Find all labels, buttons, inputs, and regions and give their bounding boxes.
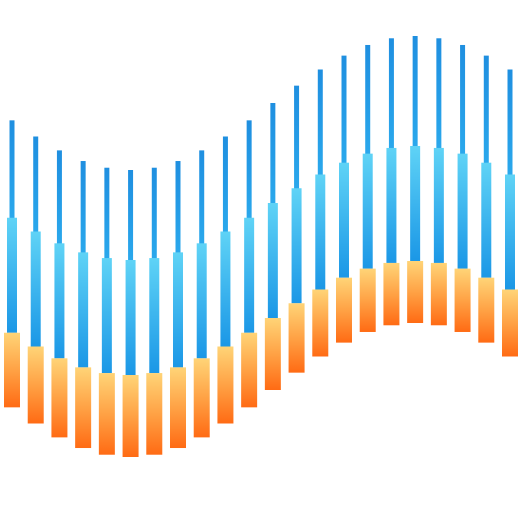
blue-segment	[54, 243, 65, 359]
thin-line	[507, 69, 513, 177]
thin-line	[199, 150, 205, 246]
blue-segment	[78, 252, 89, 368]
blue-segment	[220, 231, 231, 347]
thin-line	[175, 161, 181, 255]
orange-segment	[478, 277, 495, 343]
blue-segment	[315, 174, 326, 290]
blue-segment	[457, 153, 468, 269]
orange-segment	[359, 268, 376, 332]
thin-line	[151, 167, 157, 261]
blue-segment	[291, 188, 302, 304]
blue-segment	[196, 243, 207, 359]
blue-segment	[173, 252, 183, 368]
thin-line	[483, 55, 489, 165]
blue-segment	[386, 147, 397, 263]
orange-segment	[122, 375, 139, 457]
blue-segment	[30, 231, 41, 347]
orange-segment	[430, 262, 447, 326]
blue-segment	[267, 203, 278, 318]
thin-line	[365, 44, 371, 156]
orange-segment	[407, 261, 424, 323]
orange-segment	[217, 346, 234, 424]
thin-line	[33, 136, 39, 234]
blue-segment	[101, 258, 112, 374]
blue-segment	[244, 217, 255, 333]
thin-line	[388, 38, 394, 150]
thin-line	[412, 36, 418, 148]
thin-line	[104, 167, 110, 261]
bar-group	[4, 36, 518, 457]
thin-line	[341, 55, 347, 165]
blue-segment	[149, 258, 160, 374]
orange-segment	[27, 346, 44, 424]
orange-segment	[193, 358, 210, 438]
thin-line	[436, 38, 442, 150]
orange-segment	[241, 332, 258, 408]
blue-segment	[339, 162, 349, 278]
orange-segment	[336, 277, 352, 343]
thin-line	[128, 170, 134, 262]
thin-line	[222, 136, 228, 234]
thin-line	[294, 85, 300, 191]
orange-segment	[288, 303, 305, 373]
orange-segment	[502, 289, 518, 357]
orange-segment	[4, 332, 20, 408]
blue-segment	[362, 153, 373, 269]
thin-line	[270, 103, 276, 205]
orange-segment	[170, 367, 186, 449]
blue-segment	[125, 260, 136, 375]
thin-line	[56, 150, 62, 246]
orange-segment	[454, 268, 471, 332]
thin-line	[460, 44, 466, 156]
orange-segment	[383, 262, 400, 326]
thin-line	[80, 161, 86, 255]
blue-segment	[433, 147, 444, 263]
orange-segment	[51, 358, 68, 438]
blue-segment	[7, 217, 17, 333]
blue-segment	[505, 174, 515, 290]
orange-segment	[264, 318, 281, 390]
thin-line	[246, 120, 252, 220]
orange-segment	[98, 373, 115, 455]
thin-line	[317, 69, 323, 177]
thin-line	[9, 120, 15, 220]
orange-segment	[75, 367, 92, 449]
orange-segment	[312, 289, 329, 357]
blue-segment	[410, 146, 421, 261]
blue-segment	[481, 162, 492, 278]
orange-segment	[146, 373, 163, 455]
